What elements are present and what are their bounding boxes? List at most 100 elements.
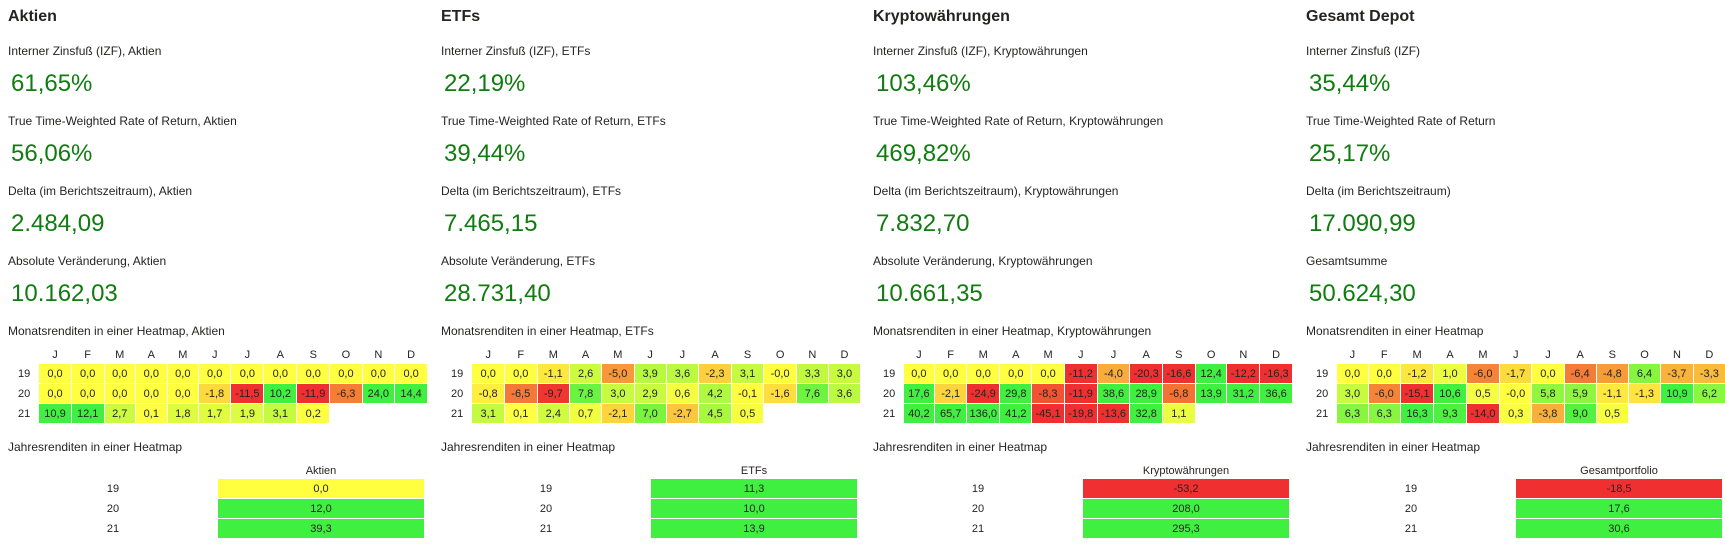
monthly-heatmap: J F M A M J J A S O N D 19 0,0 0,0 -1,1 2,6 -5,0 3,9 3,6 -2,… bbox=[449, 346, 862, 424]
heatmap-cell bbox=[1627, 403, 1662, 424]
heatmap-cell: 1,0 bbox=[1433, 363, 1467, 384]
year-label: 20 bbox=[441, 498, 651, 519]
heatmap-cell: 0,0 bbox=[1031, 363, 1065, 384]
year-label: 19 bbox=[18, 367, 31, 380]
year-label: 20 bbox=[883, 387, 896, 400]
month-header: S bbox=[296, 346, 331, 364]
heatmap-cell: 32,8 bbox=[1129, 403, 1163, 424]
heatmap-cell: 0,6 bbox=[665, 383, 700, 404]
year-label: 19 bbox=[873, 479, 1083, 499]
yearly-row: 20 17,6 bbox=[1306, 498, 1722, 519]
heatmap-cell: -45,1 bbox=[1031, 403, 1065, 424]
heatmap-cell: -11,2 bbox=[1063, 363, 1098, 384]
yearly-row: 19 -18,5 bbox=[1306, 479, 1722, 499]
yearly-row: 20 10,0 bbox=[441, 498, 857, 519]
year-label: 21 bbox=[451, 407, 464, 420]
year-label: 21 bbox=[18, 407, 31, 420]
year-label: 21 bbox=[1306, 518, 1516, 539]
heatmap-cell: -12,2 bbox=[1226, 363, 1261, 384]
heatmap-cell: 0,0 bbox=[361, 363, 396, 384]
month-header: F bbox=[1367, 346, 1401, 364]
heatmap-cell: 41,2 bbox=[999, 403, 1033, 424]
heatmap-cell bbox=[1194, 403, 1228, 424]
heatmap-cell: 0,0 bbox=[999, 363, 1033, 384]
kpi-value: 469,82% bbox=[876, 140, 971, 167]
heatmap-cell: 17,6 bbox=[902, 383, 936, 404]
heatmap-cell: 0,0 bbox=[1336, 363, 1369, 384]
heatmap-cell: 0,0 bbox=[103, 383, 137, 404]
heatmap-cell: 6,3 bbox=[1367, 403, 1401, 424]
month-header: D bbox=[1259, 346, 1293, 364]
month-header: M bbox=[1465, 346, 1501, 364]
year-label: 21 bbox=[8, 518, 218, 539]
kpi-value: 22,19% bbox=[444, 70, 526, 97]
heatmap-cell: 3,6 bbox=[827, 383, 862, 404]
kpi-label: True Time-Weighted Rate of Return, Krypt… bbox=[873, 114, 1164, 128]
kpi-label: Interner Zinsfuß (IZF), ETFs bbox=[441, 44, 591, 58]
heatmap-cell: 14,4 bbox=[394, 383, 428, 404]
heatmap-corner bbox=[1314, 347, 1337, 364]
kpi-label: Absolute Veränderung, Kryptowährungen bbox=[873, 254, 1093, 268]
heatmap-cell: -1,8 bbox=[198, 383, 232, 404]
month-header: N bbox=[1660, 346, 1694, 364]
month-header: N bbox=[1226, 346, 1261, 364]
heatmap-row: 19 0,0 0,0 0,0 0,0 0,0 0,0 0,0 0,0 0,0 0,0 0,0 0,0 bbox=[16, 363, 428, 384]
year-label: 19 bbox=[8, 479, 218, 499]
yearly-corner bbox=[8, 462, 218, 479]
heatmap-row: 19 0,0 0,0 -1,2 1,0 -6,0 -1,7 0,0 -6,4 -4,8 6,4 -3,… bbox=[1314, 363, 1725, 384]
heatmap-cell: 0,0 bbox=[70, 363, 105, 384]
heatmap-cell: 3,6 bbox=[665, 363, 700, 384]
year-label: 20 bbox=[873, 498, 1083, 519]
heatmap-cell bbox=[763, 403, 797, 424]
kpi-label: Absolute Veränderung, ETFs bbox=[441, 254, 596, 268]
month-header: A bbox=[698, 346, 732, 364]
yearly-row: 19 0,0 bbox=[8, 479, 424, 499]
heatmap-cell: 0,0 bbox=[38, 363, 72, 384]
kpi-label: True Time-Weighted Rate of Return, ETFs bbox=[441, 114, 666, 128]
month-header: O bbox=[1194, 346, 1228, 364]
heatmap-cell: 12,4 bbox=[1194, 363, 1228, 384]
month-header: J bbox=[471, 346, 505, 364]
month-header: O bbox=[1627, 346, 1662, 364]
heatmap-cell: 0,5 bbox=[1465, 383, 1501, 404]
kpi-value: 17.090,99 bbox=[1309, 210, 1416, 237]
heatmap-cell: -6,8 bbox=[1162, 383, 1196, 404]
monthly-heatmap: J F M A M J J A S O N D 19 0,0 0,0 -1,2 1,0 -6,0 -1,7 0,0 -6… bbox=[1314, 346, 1725, 424]
heatmap-row: 20 3,0 -6,0 -15,1 10,6 0,5 -0,0 5,8 5,9 -1,1 -1,3 1… bbox=[1314, 383, 1725, 404]
year-label: 21 bbox=[873, 518, 1083, 539]
heatmap-cell: -4,8 bbox=[1595, 363, 1629, 384]
heatmap-cell: -2,7 bbox=[665, 403, 700, 424]
yearly-cell: 208,0 bbox=[1083, 498, 1289, 519]
heatmap-cell: 0,0 bbox=[966, 363, 1001, 384]
kpi-value: 10.661,35 bbox=[876, 280, 983, 307]
yearly-heatmap-title: Jahresrenditen in einer Heatmap bbox=[8, 440, 183, 454]
monthly-heatmap: J F M A M J J A S O N D 19 0,0 0,0 0,0 0,0 0,0 -11,2 -4,0 -2… bbox=[881, 346, 1293, 424]
month-header: M bbox=[103, 346, 137, 364]
heatmap-cell: 1,8 bbox=[166, 403, 200, 424]
heatmap-cell: 0,0 bbox=[1531, 363, 1565, 384]
heatmap-cell: 0,0 bbox=[902, 363, 936, 384]
kpi-value: 25,17% bbox=[1309, 140, 1391, 167]
heatmap-cell bbox=[394, 403, 428, 424]
yearly-row: 21 39,3 bbox=[8, 518, 424, 539]
heatmap-cell: 10,9 bbox=[1660, 383, 1694, 404]
heatmap-cell: 0,0 bbox=[230, 363, 265, 384]
kpi-value: 56,06% bbox=[11, 140, 93, 167]
heatmap-cell: -0,8 bbox=[471, 383, 505, 404]
heatmap-cell: -9,7 bbox=[536, 383, 571, 404]
yearly-cell: 12,0 bbox=[218, 498, 424, 519]
panel-title: Aktien bbox=[8, 8, 57, 25]
heatmap-cell: -2,1 bbox=[601, 403, 635, 424]
month-header: S bbox=[730, 346, 765, 364]
heatmap-cell: 1,7 bbox=[198, 403, 232, 424]
heatmap-cell: 5,8 bbox=[1531, 383, 1565, 404]
year-label: 19 bbox=[441, 479, 651, 499]
heatmap-cell: 29,8 bbox=[999, 383, 1033, 404]
yearly-column-header: Kryptowährungen bbox=[1142, 464, 1230, 477]
yearly-row: 21 30,6 bbox=[1306, 518, 1722, 539]
heatmap-cell: 0,1 bbox=[135, 403, 168, 424]
heatmap-cell bbox=[329, 403, 363, 424]
heatmap-cell: 3,3 bbox=[795, 363, 829, 384]
heatmap-cell: 4,5 bbox=[698, 403, 732, 424]
month-header: J bbox=[38, 346, 72, 364]
